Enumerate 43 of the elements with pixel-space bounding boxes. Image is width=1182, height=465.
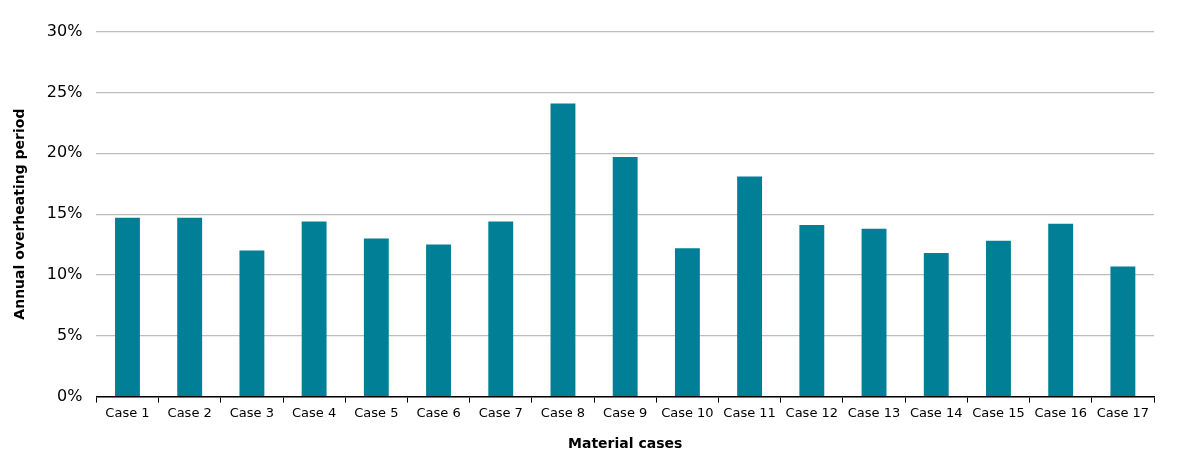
x-tick-label: Case 17 — [1096, 404, 1150, 420]
x-tick-label: Case 3 — [229, 404, 275, 420]
x-tick-label: Case 7 — [478, 404, 523, 420]
bar — [115, 217, 140, 396]
y-tick-label: 20% — [46, 142, 83, 162]
bar — [799, 225, 825, 396]
x-tick-label: Case 13 — [847, 404, 901, 420]
bar — [1110, 266, 1136, 396]
x-tick-label: Case 10 — [661, 404, 714, 420]
x-tick-label: Case 9 — [603, 404, 648, 420]
bar — [861, 228, 887, 396]
bar — [674, 248, 700, 396]
x-tick-label: Case 6 — [416, 404, 461, 420]
bar — [923, 253, 949, 396]
bar — [363, 238, 389, 396]
bar — [301, 221, 327, 396]
y-axis-title: Annual overheating period — [11, 108, 28, 320]
x-tick-label: Case 12 — [785, 404, 839, 420]
y-tick-label: 15% — [46, 203, 83, 223]
bar — [1048, 223, 1074, 396]
x-tick-label: Case 15 — [972, 404, 1025, 420]
x-tick-label: Case 11 — [723, 404, 776, 420]
y-tick-label: 30% — [46, 20, 83, 40]
bar — [426, 244, 451, 396]
x-tick-label: Case 1 — [105, 404, 150, 420]
y-tick-label: 10% — [46, 264, 83, 284]
bar — [737, 176, 763, 396]
bar — [612, 156, 638, 396]
x-tick-label: Case 14 — [910, 404, 963, 420]
y-tick-label: 0% — [56, 385, 83, 405]
bar — [239, 250, 265, 396]
x-tick-label: Case 4 — [292, 404, 337, 420]
bar — [550, 103, 576, 396]
x-tick-label: Case 8 — [540, 404, 586, 420]
x-tick-label: Case 5 — [354, 404, 399, 420]
bar — [177, 217, 203, 396]
x-tick-label: Case 2 — [167, 404, 212, 420]
y-tick-label: 5% — [56, 324, 83, 344]
y-tick-label: 25% — [46, 81, 83, 101]
x-tick-label: Case 16 — [1034, 404, 1087, 420]
bar — [488, 221, 514, 396]
x-axis-title: Material cases — [568, 435, 683, 452]
bar — [986, 240, 1011, 396]
